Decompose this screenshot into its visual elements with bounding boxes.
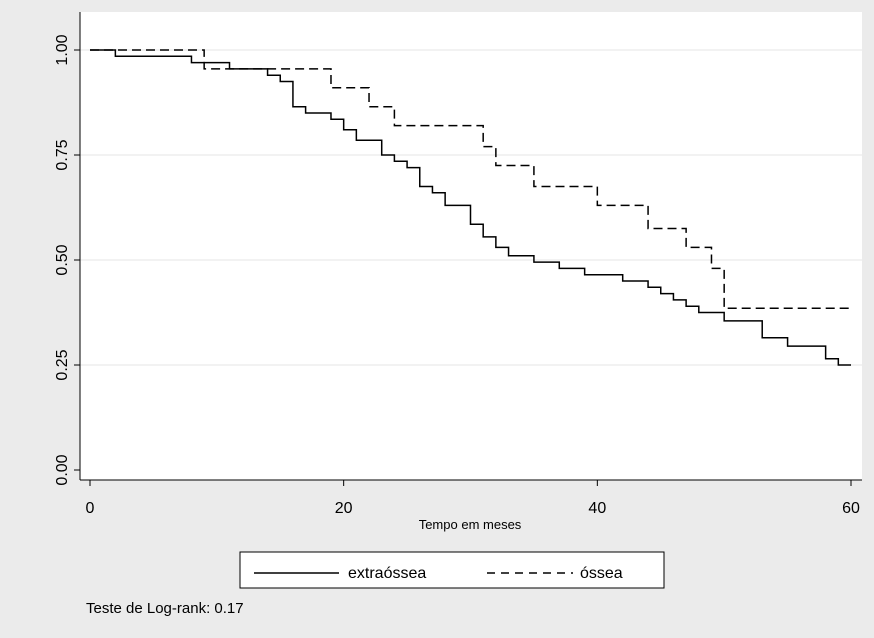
grid-lines xyxy=(80,49,862,366)
x-tick-label: 0 xyxy=(86,500,95,517)
axes xyxy=(79,12,862,481)
y-tick-label: 0.00 xyxy=(54,454,71,485)
x-tick-label: 20 xyxy=(335,500,353,517)
log-rank-annotation: Teste de Log-rank: 0.17 xyxy=(86,600,244,617)
legend-box xyxy=(239,551,665,589)
plot-panel xyxy=(80,12,862,480)
legend-label-ossea: óssea xyxy=(580,565,623,582)
x-tick-label: 60 xyxy=(842,500,860,517)
y-tick-label: 1.00 xyxy=(54,34,71,65)
series-line-0 xyxy=(90,49,851,366)
series-lines xyxy=(90,49,851,366)
legend-label-extraossea: extraóssea xyxy=(348,565,426,582)
x-axis-label: Tempo em meses xyxy=(419,517,522,532)
x-tick-label: 40 xyxy=(588,500,606,517)
y-tick-label: 0.75 xyxy=(54,139,71,170)
y-tick-label: 0.25 xyxy=(54,349,71,380)
y-tick-label: 0.50 xyxy=(54,244,71,275)
ticks: 0.00 0.25 0.50 0.75 1.00 0 20 40 60 xyxy=(54,34,860,517)
series-line-1 xyxy=(90,49,851,310)
legend: extraóssea óssea xyxy=(239,551,665,589)
